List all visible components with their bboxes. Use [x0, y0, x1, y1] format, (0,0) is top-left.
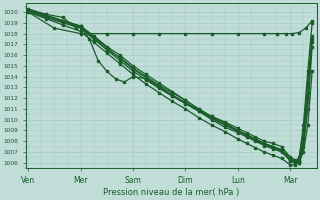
X-axis label: Pression niveau de la mer( hPa ): Pression niveau de la mer( hPa ) [103, 188, 239, 197]
